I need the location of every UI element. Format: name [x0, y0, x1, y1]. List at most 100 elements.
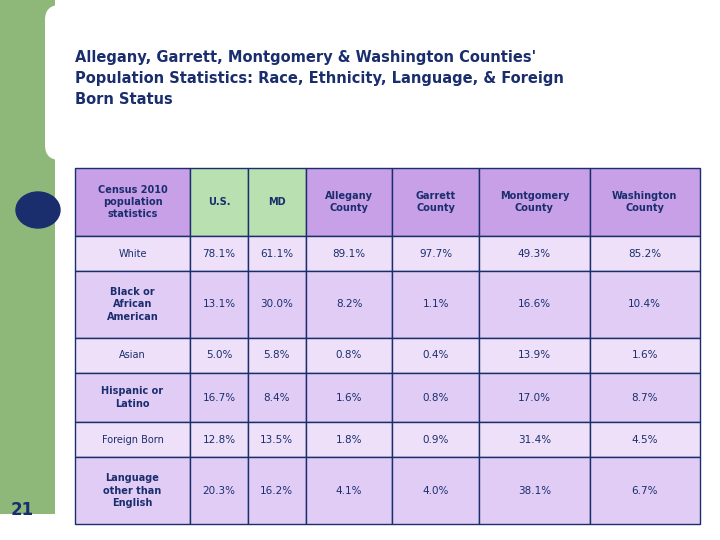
Bar	[306, 338, 392, 373]
Bar	[480, 422, 590, 457]
Bar	[590, 457, 700, 524]
Bar	[75, 373, 190, 422]
Text: 0.9%: 0.9%	[423, 435, 449, 445]
Bar	[306, 236, 392, 271]
Bar	[190, 422, 248, 457]
Bar	[248, 168, 306, 236]
Text: 89.1%: 89.1%	[333, 248, 366, 259]
Text: Foreign Born: Foreign Born	[102, 435, 163, 445]
Text: Black or
African
American: Black or African American	[107, 287, 158, 322]
Bar	[248, 271, 306, 338]
Bar	[0, 0, 55, 514]
Text: 4.0%: 4.0%	[423, 485, 449, 496]
Bar	[480, 457, 590, 524]
Text: Hispanic or
Latino: Hispanic or Latino	[102, 386, 163, 409]
Text: 49.3%: 49.3%	[518, 248, 551, 259]
Bar	[248, 236, 306, 271]
Bar	[480, 236, 590, 271]
Bar	[190, 457, 248, 524]
FancyBboxPatch shape	[45, 5, 705, 160]
Bar	[306, 373, 392, 422]
Text: 1.8%: 1.8%	[336, 435, 362, 445]
Bar	[392, 422, 480, 457]
Bar	[590, 338, 700, 373]
Text: 16.6%: 16.6%	[518, 300, 551, 309]
Bar	[75, 168, 190, 236]
Bar	[248, 422, 306, 457]
Text: Language
other than
English: Language other than English	[104, 473, 161, 508]
Text: 31.4%: 31.4%	[518, 435, 551, 445]
Text: 13.1%: 13.1%	[202, 300, 235, 309]
Bar	[590, 271, 700, 338]
Bar	[75, 422, 190, 457]
Bar	[306, 422, 392, 457]
Bar	[190, 338, 248, 373]
Bar	[190, 373, 248, 422]
Bar	[306, 271, 392, 338]
Text: 16.7%: 16.7%	[202, 393, 235, 402]
Text: White: White	[118, 248, 147, 259]
Bar	[590, 422, 700, 457]
Bar	[392, 236, 480, 271]
Bar	[590, 373, 700, 422]
Text: 0.4%: 0.4%	[423, 350, 449, 360]
Text: 4.5%: 4.5%	[631, 435, 658, 445]
Text: 61.1%: 61.1%	[260, 248, 293, 259]
Bar	[75, 338, 190, 373]
Text: 20.3%: 20.3%	[202, 485, 235, 496]
Text: MD: MD	[268, 197, 286, 207]
Bar	[392, 457, 480, 524]
Bar	[190, 168, 248, 236]
Bar	[75, 236, 190, 271]
Bar	[306, 168, 392, 236]
Bar	[392, 271, 480, 338]
Text: 13.5%: 13.5%	[260, 435, 293, 445]
Bar	[392, 168, 480, 236]
Text: 30.0%: 30.0%	[261, 300, 293, 309]
Text: 97.7%: 97.7%	[419, 248, 452, 259]
Text: Census 2010
population
statistics: Census 2010 population statistics	[98, 185, 167, 219]
Text: 5.8%: 5.8%	[264, 350, 290, 360]
Ellipse shape	[16, 192, 60, 228]
Bar	[590, 168, 700, 236]
Text: 5.0%: 5.0%	[206, 350, 232, 360]
Text: 8.4%: 8.4%	[264, 393, 290, 402]
Text: 21: 21	[10, 501, 34, 519]
Text: 16.2%: 16.2%	[260, 485, 293, 496]
Bar	[248, 373, 306, 422]
Text: 0.8%: 0.8%	[423, 393, 449, 402]
Bar	[306, 457, 392, 524]
Text: Allegany, Garrett, Montgomery & Washington Counties'
Population Statistics: Race: Allegany, Garrett, Montgomery & Washingt…	[75, 50, 564, 107]
Bar	[75, 457, 190, 524]
Bar	[248, 338, 306, 373]
Bar	[190, 236, 248, 271]
Text: Asian: Asian	[119, 350, 146, 360]
Text: Washington
County: Washington County	[612, 191, 678, 213]
Bar	[248, 457, 306, 524]
Text: 10.4%: 10.4%	[629, 300, 661, 309]
Text: 85.2%: 85.2%	[629, 248, 662, 259]
Text: 6.7%: 6.7%	[631, 485, 658, 496]
Text: Garrett
County: Garrett County	[415, 191, 456, 213]
Text: 0.8%: 0.8%	[336, 350, 362, 360]
Text: 8.7%: 8.7%	[631, 393, 658, 402]
Text: 38.1%: 38.1%	[518, 485, 551, 496]
Bar	[392, 373, 480, 422]
Text: 1.1%: 1.1%	[423, 300, 449, 309]
Text: 12.8%: 12.8%	[202, 435, 235, 445]
Text: Montgomery
County: Montgomery County	[500, 191, 569, 213]
Text: 17.0%: 17.0%	[518, 393, 551, 402]
Text: 1.6%: 1.6%	[336, 393, 362, 402]
Bar	[480, 373, 590, 422]
Bar	[75, 271, 190, 338]
Bar	[392, 338, 480, 373]
Bar	[590, 236, 700, 271]
Text: 8.2%: 8.2%	[336, 300, 362, 309]
Text: 1.6%: 1.6%	[631, 350, 658, 360]
Bar	[480, 271, 590, 338]
Text: Allegany
County: Allegany County	[325, 191, 373, 213]
Text: 4.1%: 4.1%	[336, 485, 362, 496]
Text: U.S.: U.S.	[207, 197, 230, 207]
Text: 13.9%: 13.9%	[518, 350, 551, 360]
Bar	[480, 338, 590, 373]
